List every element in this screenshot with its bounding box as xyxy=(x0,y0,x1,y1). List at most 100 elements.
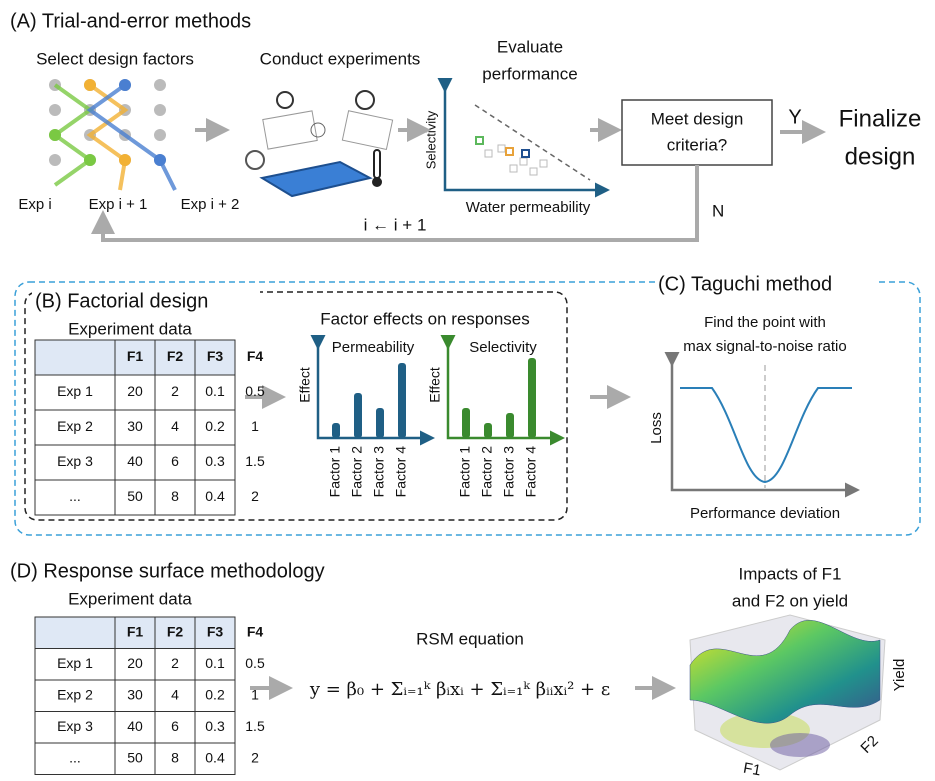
factor-grid xyxy=(49,79,175,190)
table-cell: 8 xyxy=(171,749,179,765)
table-header: F3 xyxy=(207,348,224,364)
factor-label: Factor 2 xyxy=(479,446,495,498)
table-header: F3 xyxy=(207,623,224,639)
loss-curve xyxy=(680,388,852,482)
factor-label: Factor 3 xyxy=(371,446,387,498)
panel-title: (B) Factorial design xyxy=(35,290,208,312)
table-cell: 0.3 xyxy=(205,453,225,469)
axis-label: F1 xyxy=(742,760,762,780)
axis-label: Effect xyxy=(427,367,443,403)
effect-bar xyxy=(462,408,470,438)
table-header: F4 xyxy=(247,623,264,639)
no-label: N xyxy=(712,201,724,220)
plot-title: and F2 on yield xyxy=(732,591,848,610)
table-cell: Exp 1 xyxy=(57,383,93,399)
table-header: F2 xyxy=(167,623,184,639)
table-cell: 0.5 xyxy=(245,383,265,399)
note: max signal-to-noise ratio xyxy=(683,338,846,355)
table-cell: Exp 2 xyxy=(57,418,93,434)
table-cell: 0.4 xyxy=(205,749,225,765)
table-cell: 1.5 xyxy=(245,453,265,469)
effect-bar xyxy=(398,363,406,438)
table-cell: 0.2 xyxy=(205,418,225,434)
step-label: Select design factors xyxy=(36,49,194,68)
step-label: performance xyxy=(482,64,577,83)
table-cell: 0.2 xyxy=(205,686,225,702)
table-cell: 20 xyxy=(127,655,143,671)
panel-title: (C) Taguchi method xyxy=(658,273,832,295)
performance-plot xyxy=(445,88,605,190)
table-header: F4 xyxy=(247,348,264,364)
axis-label: Performance deviation xyxy=(690,505,840,522)
axis-label: Water permeability xyxy=(466,199,591,216)
plot-title: Impacts of F1 xyxy=(739,564,842,583)
figure: (A) Trial-and-error methods Select desig… xyxy=(0,0,935,781)
effect-bar xyxy=(332,423,340,438)
exp-label: Exp i + 1 xyxy=(89,196,148,213)
experiment-icons xyxy=(246,91,393,196)
final-text: design xyxy=(845,143,916,170)
effect-bar xyxy=(528,358,536,438)
axis-label: F2 xyxy=(857,732,881,756)
axes xyxy=(672,362,855,490)
table-title: Experiment data xyxy=(68,589,192,608)
table-cell: 40 xyxy=(127,453,143,469)
table-cell: 1 xyxy=(251,686,259,702)
panel-title: (A) Trial-and-error methods xyxy=(10,10,251,32)
table-cell: 1.5 xyxy=(245,718,265,734)
factor-label: Factor 4 xyxy=(523,446,539,498)
decision-text: Meet design xyxy=(651,109,744,128)
table-header: F1 xyxy=(127,623,144,639)
table-cell: ... xyxy=(69,488,81,504)
table-cell: 30 xyxy=(127,418,143,434)
surface-plot xyxy=(690,615,885,770)
table-cell: 2 xyxy=(251,749,259,765)
table-cell: 30 xyxy=(127,686,143,702)
table-cell: 2 xyxy=(171,383,179,399)
effect-bar xyxy=(506,413,514,438)
table-header: F1 xyxy=(127,348,144,364)
table-cell: 0.1 xyxy=(205,383,225,399)
factor-label: Factor 2 xyxy=(349,446,365,498)
axis-label: Loss xyxy=(648,412,665,444)
axis-label: Yield xyxy=(891,659,908,692)
note: Find the point with xyxy=(704,314,826,331)
table-cell: 50 xyxy=(127,749,143,765)
loop-label: i ← i + 1 xyxy=(364,215,427,234)
equation-title: RSM equation xyxy=(416,629,524,648)
yes-label: Y xyxy=(788,106,801,128)
step-label: Evaluate xyxy=(497,37,563,56)
axis-label: Effect xyxy=(297,367,313,403)
factor-label: Factor 3 xyxy=(501,446,517,498)
table-cell: 4 xyxy=(171,418,179,434)
table-cell: 40 xyxy=(127,718,143,734)
table-cell: 2 xyxy=(251,488,259,504)
axis-label: Selectivity xyxy=(423,110,438,169)
table-cell: Exp 3 xyxy=(57,718,93,734)
decision-text: criteria? xyxy=(667,135,727,154)
factor-label: Factor 1 xyxy=(457,446,473,498)
table-cell: 20 xyxy=(127,383,143,399)
factor-label: Factor 4 xyxy=(393,446,409,498)
table-cell: 6 xyxy=(171,453,179,469)
exp-label: Exp i xyxy=(18,196,51,213)
table-title: Experiment data xyxy=(68,319,192,338)
table-cell: Exp 3 xyxy=(57,453,93,469)
table-cell: 6 xyxy=(171,718,179,734)
chart-subtitle: Selectivity xyxy=(469,339,537,356)
effect-bar xyxy=(354,393,362,438)
table-cell: 0.4 xyxy=(205,488,225,504)
table-cell: Exp 1 xyxy=(57,655,93,671)
table-cell: 0.1 xyxy=(205,655,225,671)
factor-label: Factor 1 xyxy=(327,446,343,498)
effect-bar xyxy=(484,423,492,438)
step-label: Conduct experiments xyxy=(260,49,421,68)
equation: y = β₀ + Σᵢ₌₁ᵏ βᵢxᵢ + Σᵢ₌₁ᵏ βᵢᵢxᵢ² + ε xyxy=(309,679,610,700)
effect-bar xyxy=(376,408,384,438)
final-text: Finalize xyxy=(839,105,922,132)
table-cell: 0.5 xyxy=(245,655,265,671)
table-cell: 50 xyxy=(127,488,143,504)
table-cell: 0.3 xyxy=(205,718,225,734)
table-cell: 8 xyxy=(171,488,179,504)
table-cell: 1 xyxy=(251,418,259,434)
